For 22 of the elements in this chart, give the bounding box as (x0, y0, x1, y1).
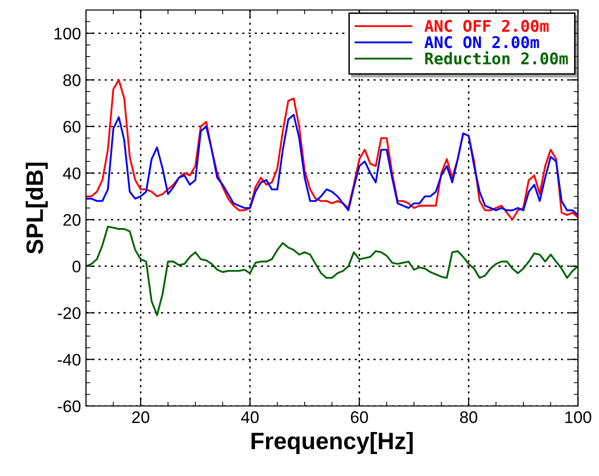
x-tick-label: 60 (350, 411, 368, 424)
line-series (86, 78, 578, 221)
x-axis-title: Frequency[Hz] (252, 432, 413, 454)
legend-label: ANC OFF 2.00m (424, 20, 549, 32)
x-tick-label: 80 (460, 411, 478, 424)
y-tick-label: 80 (63, 74, 80, 86)
y-tick-label: 60 (63, 120, 80, 133)
legend-label: Reduction 2.00m (425, 51, 568, 64)
y-tick-label: 0 (72, 260, 80, 272)
y-tick-label: -40 (58, 354, 80, 366)
y-tick-label: 100 (54, 28, 80, 40)
y-tick-label: 20 (63, 214, 80, 226)
y-tick-label: 40 (62, 167, 80, 180)
x-tick-label: 100 (565, 411, 592, 424)
x-tick-label: 40 (241, 411, 259, 424)
y-axis-title: SPL[dB] (26, 162, 48, 254)
legend-label: ANC ON 2.00m (424, 36, 539, 48)
line-series (86, 226, 578, 316)
line-series (86, 114, 578, 216)
x-tick-label: 20 (132, 411, 150, 424)
y-tick-label: -20 (58, 307, 80, 320)
y-tick-label: -60 (58, 400, 80, 412)
